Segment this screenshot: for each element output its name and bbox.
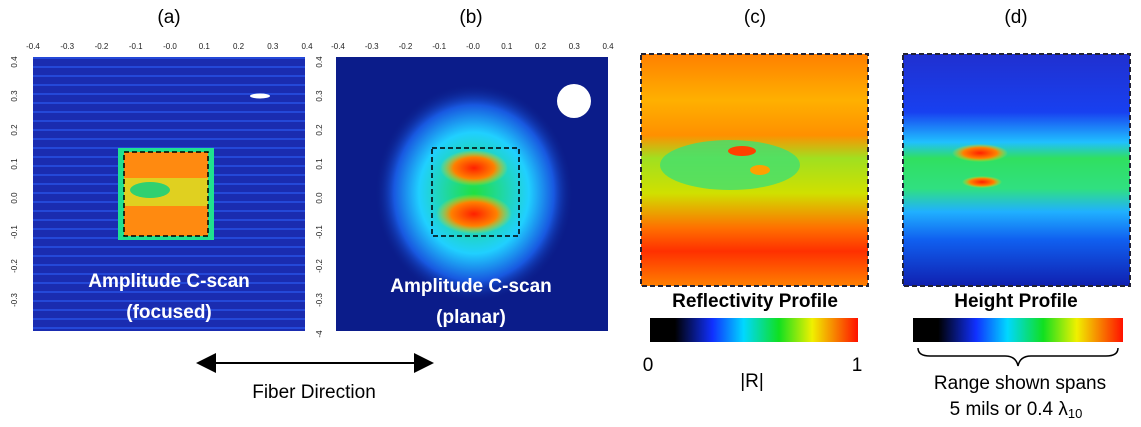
fiber-direction: Fiber Direction (252, 382, 376, 403)
left-tick-label: -0.1 (10, 225, 19, 239)
left-tick-label: 0.1 (315, 158, 324, 170)
top-tick-label: -0.3 (60, 42, 74, 51)
note-subscript: 10 (1068, 406, 1082, 421)
caption: (planar) (436, 307, 506, 328)
panel-label: (d) (1004, 7, 1027, 28)
left-tick-label: 0.0 (315, 192, 324, 204)
panel-label: (a) (157, 7, 180, 28)
caption: Amplitude C-scan (390, 276, 552, 297)
left-tick-label: 0.2 (10, 124, 19, 136)
top-tick-label: -0.2 (95, 42, 109, 51)
top-tick-label: -0.2 (399, 42, 413, 51)
panel-label: (c) (744, 7, 766, 28)
left-tick-label: 0.4 (315, 56, 324, 68)
top-tick-label: 0.2 (233, 42, 245, 51)
top-tick-label: -0.4 (331, 42, 345, 51)
top-tick-label: -0.0 (163, 42, 177, 51)
left-tick-label: -0.2 (10, 259, 19, 273)
top-tick-label: 0.3 (569, 42, 581, 51)
top-tick-label: 0.4 (602, 42, 614, 51)
panel-title: Reflectivity Profile (672, 291, 838, 312)
panel-label: (b) (459, 7, 482, 28)
caption: (focused) (126, 302, 212, 323)
left-tick-label: 0.4 (10, 56, 19, 68)
top-tick-label: 0.2 (535, 42, 547, 51)
left-tick-label: -0.3 (10, 293, 19, 307)
top-tick-label: -0.3 (365, 42, 379, 51)
left-tick-label: 0.2 (315, 124, 324, 136)
note: 5 mils or 0.4 λ10 (950, 399, 1083, 421)
top-tick-label: 0.4 (301, 42, 313, 51)
left-tick-label: -0.2 (315, 259, 324, 273)
left-tick-label: -0.3 (315, 293, 324, 307)
left-tick-label: 0.0 (10, 192, 19, 204)
scale-min: 0 (643, 355, 654, 376)
scale-label: |R| (740, 371, 764, 392)
top-tick-label: 0.1 (501, 42, 513, 51)
caption: Amplitude C-scan (88, 271, 250, 292)
scan-image-c (640, 53, 869, 342)
scan-image-b (336, 57, 608, 331)
left-tick-label: 0.3 (315, 90, 324, 102)
panel-title: Height Profile (954, 291, 1078, 312)
top-tick-label: 0.1 (199, 42, 211, 51)
scan-image-a (33, 57, 305, 331)
top-tick-label: -0.0 (466, 42, 480, 51)
left-tick-label: 0.3 (10, 90, 19, 102)
top-tick-label: -0.4 (26, 42, 40, 51)
top-tick-label: 0.3 (267, 42, 279, 51)
note: Range shown spans (934, 373, 1106, 394)
left-tick-label: 0.1 (10, 158, 19, 170)
note-text: 5 mils or 0.4 λ (950, 399, 1069, 420)
top-tick-label: -0.1 (432, 42, 446, 51)
scan-image-d (902, 53, 1131, 367)
scale-max: 1 (852, 355, 863, 376)
left-tick-label: -0.1 (315, 225, 324, 239)
left-tick-label: -4 (315, 330, 324, 338)
top-tick-label: -0.1 (129, 42, 143, 51)
